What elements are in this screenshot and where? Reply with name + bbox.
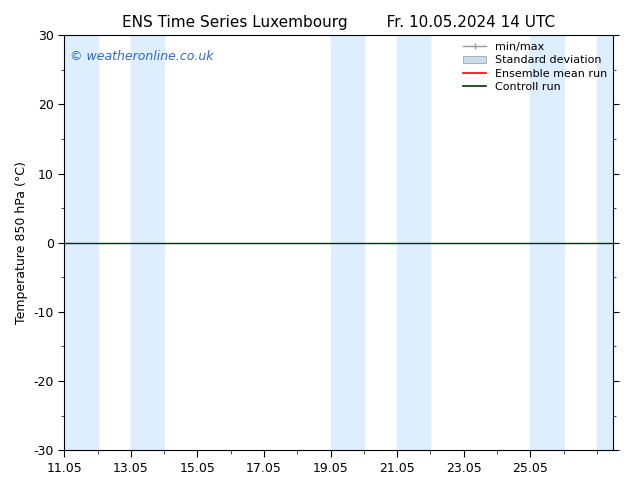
Bar <box>597 35 614 450</box>
Bar <box>131 35 164 450</box>
Legend: min/max, Standard deviation, Ensemble mean run, Controll run: min/max, Standard deviation, Ensemble me… <box>459 38 611 97</box>
Bar <box>64 35 98 450</box>
Bar <box>330 35 364 450</box>
Title: ENS Time Series Luxembourg        Fr. 10.05.2024 14 UTC: ENS Time Series Luxembourg Fr. 10.05.202… <box>122 15 555 30</box>
Bar <box>530 35 564 450</box>
Y-axis label: Temperature 850 hPa (°C): Temperature 850 hPa (°C) <box>15 161 28 324</box>
Bar <box>397 35 430 450</box>
Text: © weatheronline.co.uk: © weatheronline.co.uk <box>70 50 213 63</box>
